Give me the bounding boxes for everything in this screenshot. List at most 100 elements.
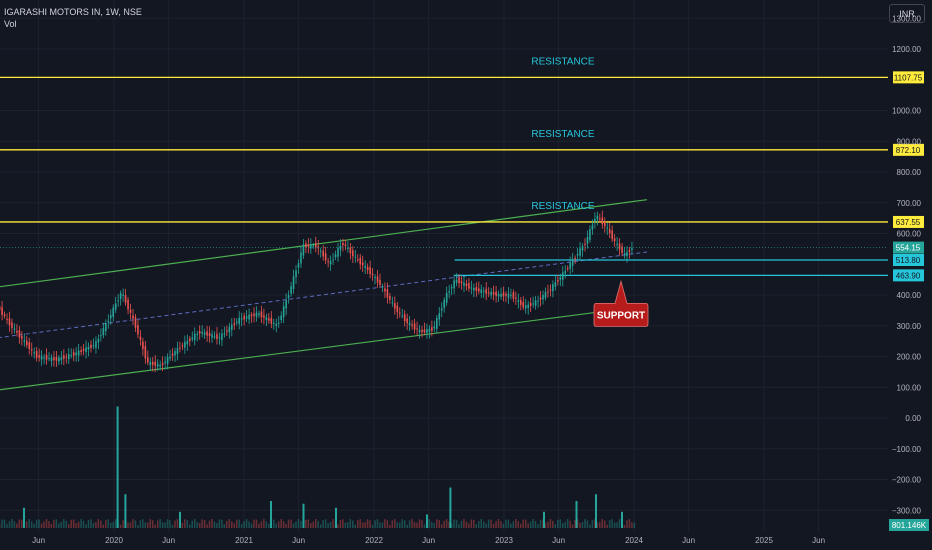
candle-body bbox=[139, 336, 142, 340]
x-tick-label: 2025 bbox=[755, 536, 773, 545]
candle-body bbox=[332, 259, 334, 261]
volume-bar bbox=[595, 494, 597, 528]
volume-bar bbox=[16, 523, 18, 528]
volume-bar bbox=[576, 519, 579, 528]
volume-bar bbox=[579, 522, 581, 528]
candle-body bbox=[196, 333, 199, 335]
candle-body bbox=[132, 315, 134, 319]
volume-bar bbox=[290, 519, 292, 528]
volume-bar bbox=[8, 521, 11, 528]
volume-bar bbox=[23, 507, 25, 528]
volume-bar bbox=[554, 524, 557, 528]
candle-body bbox=[478, 288, 480, 292]
volume-bar bbox=[606, 524, 608, 528]
volume-bar bbox=[132, 519, 134, 528]
candle-body bbox=[233, 323, 236, 325]
volume-bar bbox=[193, 519, 196, 528]
candle-body bbox=[527, 304, 529, 308]
channel-lower-line bbox=[0, 305, 648, 391]
level-price-label: 513.80 bbox=[896, 256, 921, 265]
candle-body bbox=[176, 348, 179, 355]
volume-bar bbox=[608, 520, 611, 528]
candle-body bbox=[601, 217, 604, 225]
volume-bar bbox=[603, 520, 606, 528]
volume-bar bbox=[339, 520, 342, 528]
candle-body bbox=[374, 277, 376, 279]
volume-bar bbox=[80, 519, 82, 528]
candle-body bbox=[354, 256, 357, 258]
volume-bar bbox=[552, 520, 554, 528]
candle-body bbox=[626, 251, 628, 257]
volume-bar bbox=[436, 519, 438, 528]
candle-body bbox=[193, 333, 196, 341]
volume-bar bbox=[507, 519, 510, 528]
volume-bar bbox=[544, 523, 547, 528]
volume-bar bbox=[394, 519, 396, 528]
candle-body bbox=[208, 333, 211, 336]
y-tick-label: 1300.00 bbox=[892, 14, 921, 23]
volume-bar bbox=[100, 520, 102, 528]
candle-body bbox=[576, 254, 579, 256]
candle-body bbox=[287, 295, 290, 298]
candle-body bbox=[544, 292, 547, 299]
candle-body bbox=[327, 261, 329, 263]
x-tick-label: 2023 bbox=[495, 536, 513, 545]
currency-button[interactable]: INR bbox=[889, 4, 925, 23]
volume-bar bbox=[631, 522, 633, 528]
candle-body bbox=[512, 292, 515, 299]
volume-bar bbox=[408, 520, 411, 528]
volume-bar bbox=[240, 523, 243, 528]
volume-bar bbox=[359, 519, 361, 528]
candle-body bbox=[109, 315, 112, 319]
volume-bar bbox=[58, 523, 60, 528]
level-price-box bbox=[893, 143, 924, 156]
volume-bar bbox=[189, 524, 191, 528]
volume-bar bbox=[445, 519, 448, 528]
y-tick-label: 200.00 bbox=[897, 353, 922, 362]
candle-body bbox=[628, 249, 631, 252]
candle-body bbox=[522, 301, 525, 308]
volume-bar bbox=[77, 521, 80, 528]
volume-bar bbox=[277, 521, 280, 528]
candle-body bbox=[603, 221, 606, 227]
candle-body bbox=[213, 336, 216, 338]
candle-body bbox=[263, 315, 265, 318]
volume-bar bbox=[92, 522, 95, 528]
x-tick-label: 2022 bbox=[365, 536, 383, 545]
candle-body bbox=[584, 243, 586, 245]
candle-body bbox=[599, 218, 601, 220]
candle-body bbox=[416, 328, 418, 330]
candle-body bbox=[396, 305, 399, 313]
candle-body bbox=[515, 297, 517, 299]
candle-body bbox=[154, 361, 157, 366]
price-channel bbox=[0, 199, 648, 391]
volume-bar bbox=[564, 521, 566, 528]
candle-body bbox=[310, 244, 312, 249]
candle-body bbox=[179, 347, 181, 349]
volume-bar bbox=[282, 521, 285, 528]
candle-body bbox=[144, 346, 147, 359]
candle-body bbox=[137, 325, 139, 335]
candle-body bbox=[297, 263, 300, 268]
volume-bar bbox=[280, 519, 282, 528]
volume-bar bbox=[137, 524, 139, 528]
candle-body bbox=[623, 253, 626, 255]
volume-bar bbox=[364, 522, 366, 528]
candle-body bbox=[129, 309, 132, 313]
volume-bar bbox=[85, 524, 87, 528]
candle-body bbox=[586, 236, 589, 244]
last-price-label: 554.15 bbox=[896, 244, 921, 253]
candle-body bbox=[507, 293, 510, 298]
volume-bar bbox=[221, 519, 223, 528]
volume-bar bbox=[147, 522, 149, 528]
volume-bar bbox=[21, 519, 23, 528]
candle-body bbox=[621, 246, 623, 254]
candle-body bbox=[347, 247, 349, 249]
candle-body bbox=[171, 353, 174, 356]
volume-bar bbox=[184, 519, 186, 528]
candle-body bbox=[426, 329, 428, 333]
candle-body bbox=[72, 352, 75, 356]
volume-bar bbox=[500, 521, 502, 528]
level-price-box bbox=[893, 215, 924, 228]
